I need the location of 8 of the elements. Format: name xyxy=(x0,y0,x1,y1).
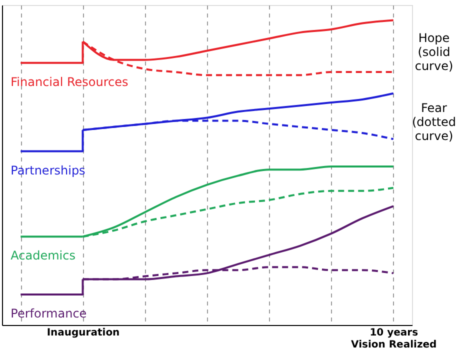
series-label: Academics xyxy=(10,248,76,263)
series-label: Financial Resources xyxy=(10,74,128,89)
annotation: Fear (dotted curve) xyxy=(412,101,456,143)
series-label: Partnerships xyxy=(10,163,86,178)
text: Hope (solid curve) xyxy=(414,31,454,73)
series-label: Performance xyxy=(10,306,87,321)
x-tick-label: 10 years Vision Realized xyxy=(351,328,437,350)
x-tick-label: Inauguration xyxy=(46,328,120,338)
